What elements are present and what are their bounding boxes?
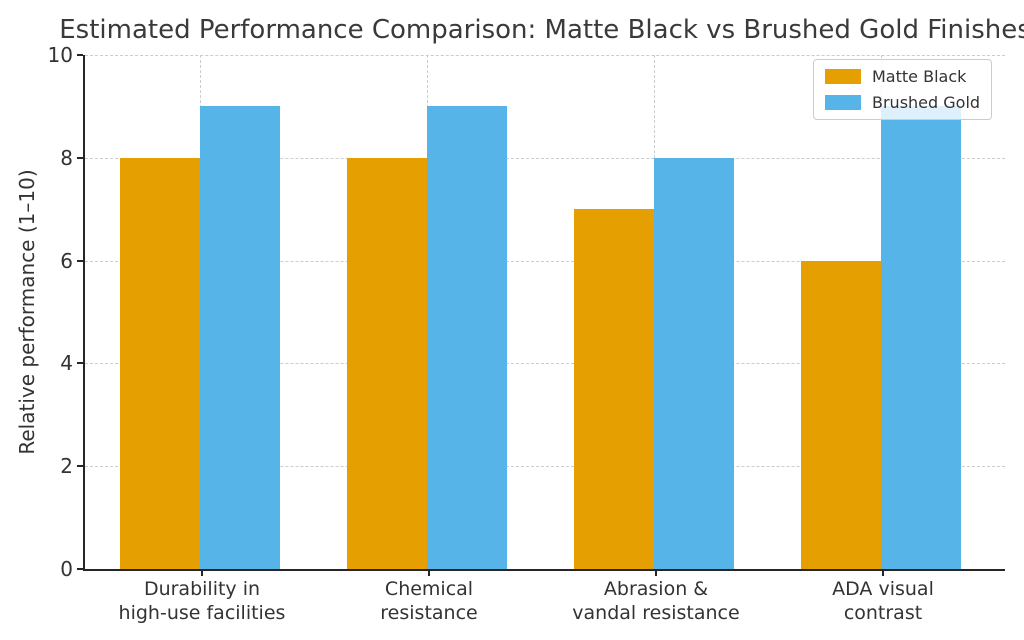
y-tick-mark: [77, 54, 83, 56]
y-tick-label: 6: [60, 248, 73, 273]
x-tick-label: Durability in high-use facilities: [118, 578, 286, 624]
bar-matte-black: [574, 209, 654, 569]
x-tick-label: Abrasion & vandal resistance: [572, 578, 740, 624]
bar-matte-black: [120, 158, 200, 569]
legend-swatch: [825, 95, 861, 110]
legend-label: Brushed Gold: [872, 93, 981, 112]
plot-area: [83, 55, 1005, 571]
legend-item-brushed-gold: Brushed Gold: [825, 93, 980, 112]
grid-line-horizontal: [85, 466, 1005, 468]
bar-matte-black: [347, 158, 427, 569]
x-tick-mark: [882, 571, 884, 576]
legend-label: Matte Black: [872, 67, 967, 86]
x-tick-label: ADA visual contrast: [832, 578, 934, 624]
legend-swatch: [825, 69, 861, 84]
bar-matte-black: [801, 261, 881, 569]
y-tick-label: 8: [60, 145, 73, 170]
y-tick-label: 4: [60, 351, 73, 376]
y-tick-mark: [77, 362, 83, 365]
x-tick-mark: [201, 571, 203, 576]
y-tick-mark: [77, 465, 83, 468]
grid-line-horizontal: [85, 260, 1005, 262]
y-tick-mark: [77, 156, 83, 159]
y-tick-label: 2: [60, 454, 73, 479]
y-tick-mark: [77, 259, 83, 262]
bar-brushed-gold: [200, 106, 280, 569]
x-tick-mark: [655, 571, 657, 576]
chart-title: Estimated Performance Comparison: Matte …: [59, 15, 1024, 45]
bar-brushed-gold: [427, 106, 507, 569]
bar-brushed-gold: [881, 106, 961, 569]
y-tick-label: 0: [60, 557, 73, 581]
x-tick-label: Chemical resistance: [380, 578, 478, 624]
legend: Matte Black Brushed Gold: [813, 59, 993, 120]
y-tick-mark: [77, 568, 83, 570]
legend-item-matte-black: Matte Black: [825, 67, 980, 86]
grid-line-horizontal: [85, 363, 1005, 365]
x-tick-mark: [428, 571, 430, 576]
y-axis-label: Relative performance (1–10): [15, 169, 39, 455]
bar-brushed-gold: [654, 158, 734, 569]
y-tick-label: 10: [47, 43, 73, 67]
grid-line-horizontal: [85, 157, 1005, 159]
grid-line-horizontal: [85, 55, 1005, 56]
